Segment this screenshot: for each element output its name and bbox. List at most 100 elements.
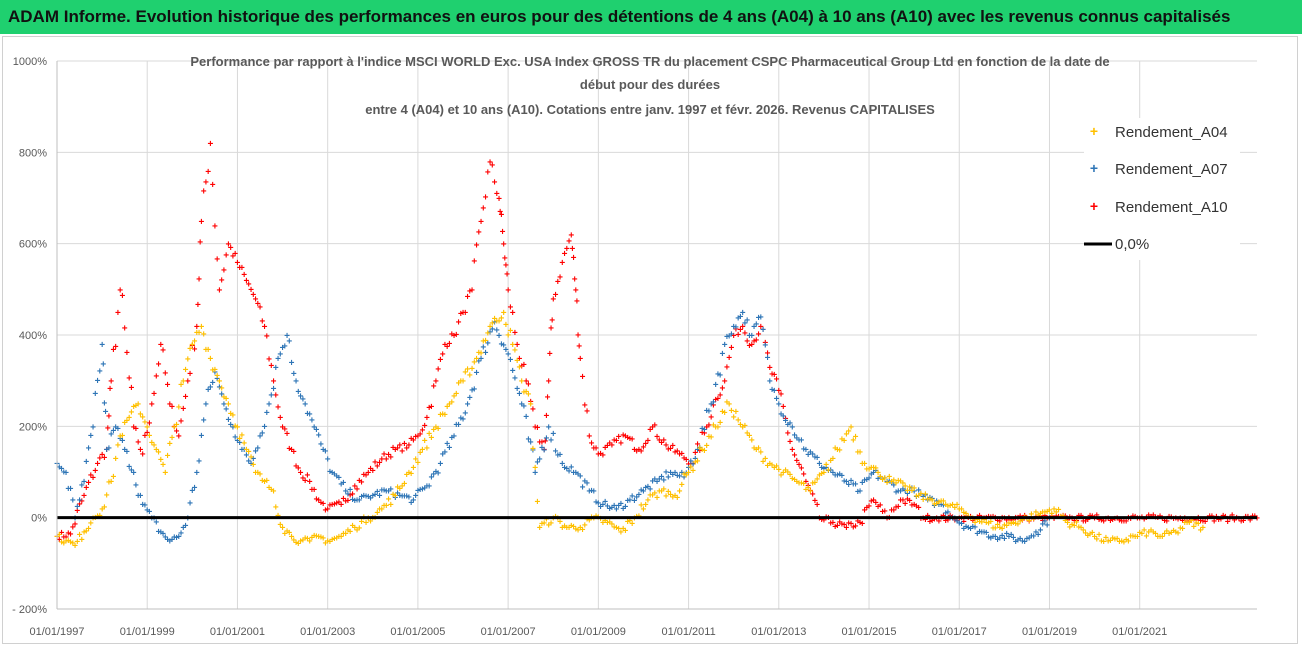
data-point-a04: +: [171, 422, 177, 433]
data-point-a10: +: [652, 420, 658, 431]
data-point-a10: +: [194, 322, 200, 333]
data-point-a07: +: [767, 377, 773, 388]
data-point-a04: +: [1074, 518, 1080, 529]
data-point-a04: +: [1098, 536, 1104, 547]
data-point-a07: +: [212, 368, 218, 379]
data-point-a04: +: [1200, 523, 1206, 534]
data-point-a10: +: [907, 496, 913, 507]
data-point-a04: +: [715, 423, 721, 434]
data-point-a04: +: [902, 482, 908, 493]
data-point-a10: +: [230, 252, 236, 263]
data-point-a04: +: [758, 447, 764, 458]
data-point-a10: +: [447, 339, 453, 350]
data-point-a04: +: [395, 483, 401, 494]
data-point-a10: +: [304, 471, 310, 482]
data-point-a04: +: [774, 462, 780, 473]
data-point-a04: +: [510, 340, 516, 351]
data-point-a07: +: [419, 485, 425, 496]
data-point-a04: +: [280, 523, 286, 534]
data-point-a07: +: [927, 493, 933, 504]
data-point-a07: +: [528, 437, 534, 448]
data-point-a04: +: [514, 356, 520, 367]
data-point-a10: +: [431, 382, 437, 393]
data-point-a07: +: [230, 422, 236, 433]
data-point-a07: +: [449, 433, 455, 444]
data-point-a07: +: [126, 462, 132, 473]
data-point-a07: +: [898, 486, 904, 497]
data-point-a07: +: [580, 482, 586, 493]
data-point-a07: +: [738, 312, 744, 323]
data-point-a10: +: [902, 499, 908, 510]
data-point-a07: +: [780, 412, 786, 423]
data-point-a07: +: [656, 475, 662, 486]
data-point-a07: +: [318, 440, 324, 451]
data-point-a10: +: [1103, 514, 1109, 525]
data-point-a07: +: [647, 485, 653, 496]
data-point-a10: +: [663, 441, 669, 452]
data-point-a04: +: [244, 445, 250, 456]
data-point-a07: +: [591, 486, 597, 497]
data-point-a10: +: [622, 431, 628, 442]
data-point-a10: +: [1216, 515, 1222, 526]
data-point-a04: +: [138, 409, 144, 420]
data-point-a04: +: [853, 432, 859, 443]
series-a04: + + + + + + + + + + + + + + + + + + + + + + + + + + + + + + + + + + + + + + + +…: [54, 308, 1206, 552]
data-point-a07: +: [262, 422, 268, 433]
data-point-a04: +: [1083, 528, 1089, 539]
data-point-a07: +: [699, 424, 705, 435]
data-point-a04: +: [1150, 528, 1156, 539]
data-point-a04: +: [63, 537, 69, 548]
data-point-a04: +: [974, 515, 980, 526]
data-point-a10: +: [338, 500, 344, 511]
data-point-a10: +: [708, 412, 714, 423]
data-point-a10: +: [929, 516, 935, 527]
data-point-a07: +: [609, 503, 615, 514]
data-point-a10: +: [1193, 516, 1199, 527]
data-point-a07: +: [1004, 529, 1010, 540]
data-point-a07: +: [907, 486, 913, 497]
data-point-a10: +: [641, 442, 647, 453]
data-point-a10: +: [647, 425, 653, 436]
data-point-a04: +: [803, 485, 809, 496]
data-point-a10: +: [501, 240, 507, 251]
data-point-a07: +: [406, 493, 412, 504]
data-point-a07: +: [383, 486, 389, 497]
data-point-a07: +: [399, 491, 405, 502]
data-point-a04: +: [266, 483, 272, 494]
data-point-a07: +: [1044, 521, 1050, 532]
data-point-a04: +: [129, 408, 135, 419]
data-point-a07: +: [607, 504, 613, 515]
data-point-a10: +: [343, 496, 349, 507]
data-point-a10: +: [1019, 515, 1025, 526]
data-point-a04: +: [1065, 518, 1071, 529]
data-point-a10: +: [668, 444, 674, 455]
data-point-a04: +: [110, 472, 116, 483]
data-point-a10: +: [1162, 516, 1168, 527]
data-point-a07: +: [354, 496, 360, 507]
y-tick-label: 0%: [31, 513, 47, 525]
data-point-a04: +: [1128, 532, 1134, 543]
data-point-a04: +: [627, 516, 633, 527]
data-point-a10: +: [932, 514, 938, 525]
data-point-a04: +: [122, 418, 128, 429]
data-point-a04: +: [950, 500, 956, 511]
data-point-a04: +: [65, 536, 71, 547]
data-point-a04: +: [855, 447, 861, 458]
data-point-a04: +: [271, 486, 277, 497]
data-point-a07: +: [762, 341, 768, 352]
data-point-a07: +: [747, 331, 753, 342]
data-point-a04: +: [963, 509, 969, 520]
data-point-a10: +: [544, 411, 550, 422]
data-point-a04: +: [512, 346, 518, 357]
legend-label-a10: Rendement_A10: [1115, 199, 1228, 216]
data-point-a07: +: [226, 415, 232, 426]
data-point-a07: +: [79, 481, 85, 492]
data-point-a07: +: [266, 400, 272, 411]
data-point-a07: +: [165, 535, 171, 546]
data-point-a04: +: [1148, 526, 1154, 537]
data-point-a04: +: [56, 530, 62, 541]
data-point-a10: +: [613, 436, 619, 447]
data-point-a04: +: [253, 468, 259, 479]
data-point-a10: +: [665, 444, 671, 455]
data-point-a04: +: [174, 420, 180, 431]
